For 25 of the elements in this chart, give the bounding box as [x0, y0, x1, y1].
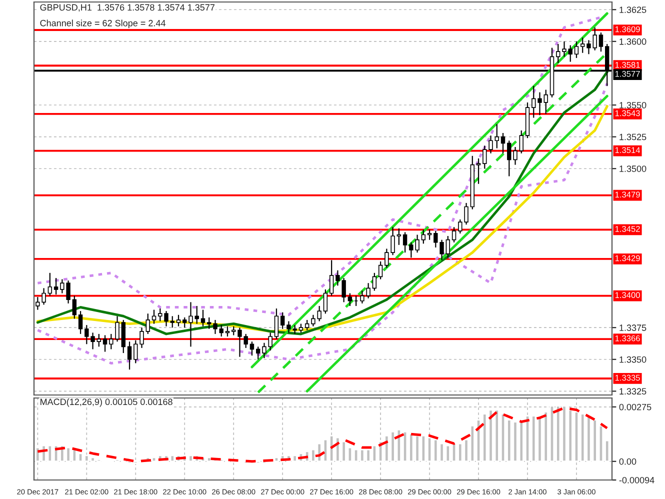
y-tick-label: 0.00275 — [619, 404, 652, 410]
ref-line-label: 1.3452 — [615, 226, 640, 232]
ref-line-label: 1.3577 — [615, 70, 640, 77]
chart-title: GBPUSD,H1 1.3576 1.3578 1.3574 1.3577 — [40, 4, 214, 12]
ref-line-label: 1.3479 — [615, 192, 640, 198]
y-tick-label: 1.3550 — [620, 102, 646, 108]
y-tick-label: 1.3500 — [620, 166, 646, 172]
y-tick-label: 1.3600 — [620, 38, 646, 45]
y-tick-label: 1.3625 — [620, 6, 646, 13]
y-tick-label: 1.3325 — [620, 388, 646, 395]
ref-line-label: 1.3543 — [615, 110, 640, 116]
chart-title: MACD(12,26,9) 0.00105 0.00168 — [40, 398, 172, 407]
y-tick-label: -0.00094 — [619, 476, 654, 484]
ref-line-label: 1.3429 — [615, 255, 640, 262]
ref-line-label: 1.3514 — [615, 147, 640, 154]
y-tick-label: 1.3350 — [620, 356, 646, 363]
annotation: Channel size = 62 Slope = 2.44 — [40, 20, 166, 28]
y-tick-label: 1.3375 — [620, 324, 646, 331]
y-tick-label: 0.00 — [619, 458, 636, 465]
ref-line-label: 1.3366 — [615, 335, 640, 342]
y-tick-label: 1.3525 — [620, 134, 646, 140]
ref-line-label: 1.3609 — [615, 26, 640, 32]
ref-line-label: 1.3335 — [615, 374, 640, 381]
ref-line-label: 1.3400 — [615, 292, 640, 298]
ref-line-label: 1.3581 — [615, 62, 640, 68]
